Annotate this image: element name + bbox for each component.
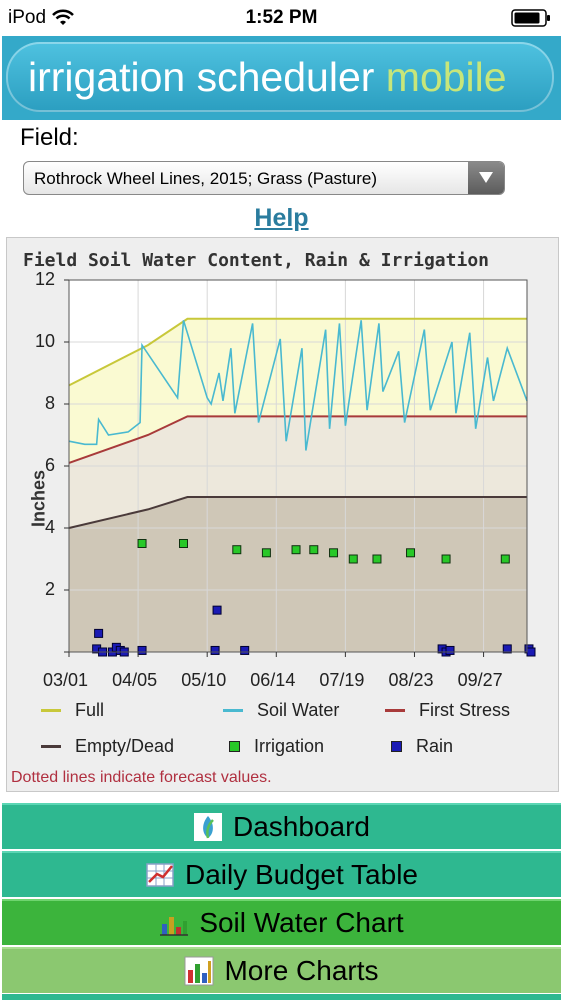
legend-rain: Rain [391,736,453,757]
legend-full: Full [41,700,104,721]
irrigation-point [500,554,510,564]
rain-point [94,628,104,638]
series-full [68,317,527,387]
legend-soil-water: Soil Water [223,700,339,721]
irrigation-point [441,554,451,564]
irrigation-point [137,539,147,548]
x-tick-label: 09/27 [457,670,503,690]
x-tick-label: 03/01 [43,670,89,690]
chart-plot [64,279,536,657]
rain-point [445,645,455,655]
band-below-empty [69,497,527,652]
rain-point [210,645,220,655]
legend-first-stress: First Stress [385,700,510,721]
charts-icon [184,956,214,986]
band-full-to-stress [69,318,527,463]
clock: 1:52 PM [245,7,318,28]
series-empty-dead [68,496,527,529]
bar-chart-icon [160,917,189,936]
legend-irrigation: Irrigation [229,736,324,757]
rain-point [212,605,222,615]
bottom-strip [2,994,561,1000]
dashboard-button[interactable]: Dashboard [2,803,561,849]
irrigation-point [348,554,358,564]
irrigation-point [309,545,319,555]
irrigation-point [291,545,301,555]
status-bar: iPod 1:52 PM [0,0,563,36]
carrier-label: iPod [8,7,47,28]
more-charts-button[interactable]: More Charts [2,947,561,993]
dashboard-label: Dashboard [233,811,370,842]
x-tick-label: 06/14 [250,670,296,690]
table-chart-icon [146,863,174,887]
chart-note: Dotted lines indicate forecast values. [11,769,272,786]
series-first-stress [68,415,527,464]
x-tick-label: 08/23 [388,670,434,690]
battery-icon [511,9,550,27]
rain-point [502,644,512,654]
irrigation-point [372,554,382,564]
y-tick-label: 4 [45,517,56,537]
chevron-down-icon [479,172,493,183]
series-soil-water [68,320,528,451]
irrigation-point [406,548,416,558]
y-tick-label: 6 [45,455,56,475]
rain-point [240,645,250,655]
more-charts-label: More Charts [224,955,379,986]
legend-empty-dead: Empty/Dead [41,736,174,757]
daily-budget-table-label: Daily Budget Table [185,859,418,890]
app-title: irrigation scheduler mobile [28,54,507,100]
x-tick-label: 07/19 [319,670,365,690]
irrigation-point [261,548,271,558]
help-link[interactable]: Help [254,204,309,232]
field-select[interactable]: Rothrock Wheel Lines, 2015; Grass (Pastu… [23,161,505,195]
band-stress-to-empty [69,416,527,528]
irrigation-point [232,545,242,555]
y-tick-label: 8 [45,393,56,413]
irrigation-point [179,539,188,548]
dropdown-button[interactable] [468,162,504,194]
leaf-icon [194,813,222,841]
wifi-icon [52,9,74,25]
field-select-value: Rothrock Wheel Lines, 2015; Grass (Pastu… [34,169,377,188]
daily-budget-table-button[interactable]: Daily Budget Table [2,851,561,897]
soil-water-chart: Field Soil Water Content, Rain & Irrigat… [6,237,559,792]
y-tick-label: 12 [35,269,56,289]
field-label: Field: [20,124,79,151]
y-tick-label: 10 [35,331,56,351]
soil-water-chart-label: Soil Water Chart [199,907,404,938]
irrigation-point [329,548,339,558]
y-tick-label: 2 [45,579,56,599]
chart-title: Field Soil Water Content, Rain & Irrigat… [23,250,489,271]
rain-point [526,647,536,657]
soil-water-chart-button[interactable]: Soil Water Chart [2,899,561,945]
x-tick-label: 04/05 [112,670,158,690]
rain-point [137,645,147,655]
app-banner: irrigation scheduler mobile [2,36,561,120]
x-tick-label: 05/10 [181,670,227,690]
